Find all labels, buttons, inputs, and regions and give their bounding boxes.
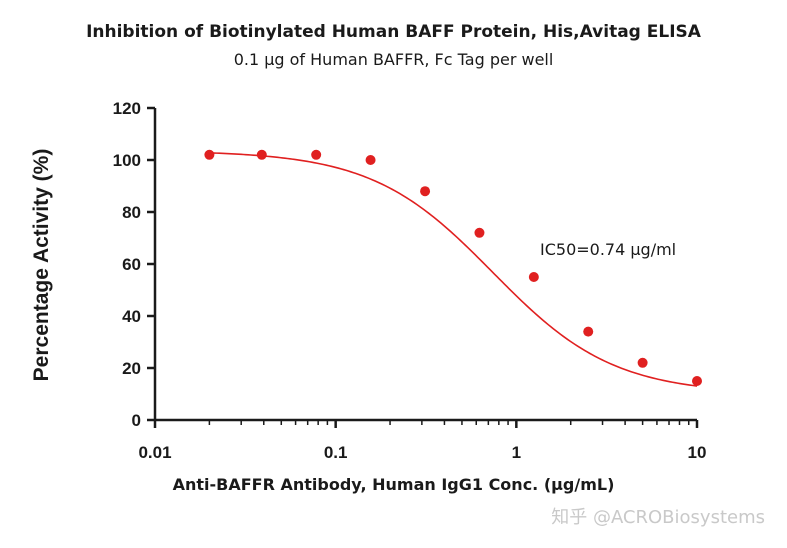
y-tick-label: 80	[122, 203, 141, 222]
data-point	[692, 376, 702, 386]
data-points-layer	[204, 149, 702, 386]
ic50-annotation: IC50=0.74 μg/ml	[540, 240, 676, 259]
data-point	[204, 149, 215, 160]
data-point	[637, 357, 648, 368]
x-tick-label: 0.1	[324, 443, 348, 462]
data-point	[474, 227, 485, 238]
data-point	[420, 186, 431, 197]
data-point	[256, 149, 267, 160]
data-point	[311, 149, 322, 160]
x-tick-label: 0.01	[138, 443, 171, 462]
chart-subtitle: 0.1 μg of Human BAFFR, Fc Tag per well	[233, 50, 554, 69]
x-axis-label: Anti-BAFFR Antibody, Human IgG1 Conc. (μ…	[172, 475, 615, 494]
data-point	[528, 272, 539, 282]
x-tick-label: 10	[688, 443, 707, 462]
y-tick-label: 40	[122, 307, 141, 326]
data-point	[583, 326, 594, 337]
watermark: 知乎 @ACROBiosystems	[551, 507, 765, 528]
fit-curve	[209, 152, 698, 387]
y-tick-label: 20	[122, 359, 141, 378]
chart-title: Inhibition of Biotinylated Human BAFF Pr…	[86, 22, 701, 42]
y-tick-label: 120	[113, 99, 141, 118]
y-tick-label: 100	[113, 151, 141, 170]
fit-curve-layer	[209, 152, 698, 387]
data-point	[365, 155, 376, 165]
x-tick-label: 1	[512, 443, 521, 462]
y-tick-label: 0	[132, 411, 141, 430]
axes: 0 20 40 60 80 100 120 0.01 0.1 1 10	[113, 99, 707, 462]
y-tick-label: 60	[122, 255, 141, 274]
